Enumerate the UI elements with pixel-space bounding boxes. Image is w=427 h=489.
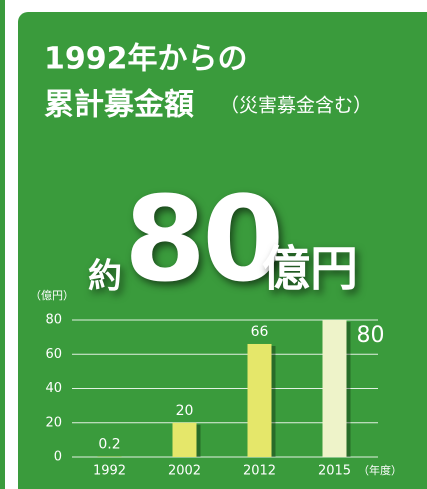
bar <box>172 422 197 457</box>
value-label: 0.2 <box>98 437 120 453</box>
x-tick-label: 1992 <box>93 464 126 479</box>
bar <box>322 320 347 457</box>
x-tick-label: 2002 <box>168 464 201 479</box>
y-tick-label: 0 <box>54 450 62 465</box>
x-tick-label: 2015 <box>318 464 351 479</box>
title: 1992年からの <box>44 42 248 77</box>
bar <box>247 343 272 457</box>
headline-unit: 億円 <box>262 241 358 297</box>
y-tick-label: 80 <box>45 313 62 328</box>
side-strip <box>0 0 5 489</box>
y-tick-label: 40 <box>45 381 62 396</box>
subtitle: 累計募金額 <box>44 88 194 123</box>
y-axis-label: （億円） <box>30 289 74 302</box>
headline-prefix: 約 <box>88 257 122 297</box>
headline-amount: 80 <box>124 170 280 308</box>
value-label: 20 <box>176 403 194 419</box>
value-label: 80 <box>357 323 385 348</box>
value-label: 66 <box>251 324 269 340</box>
y-tick-label: 20 <box>45 415 62 430</box>
y-tick-label: 60 <box>45 347 62 362</box>
x-tick-label: 2012 <box>243 464 276 479</box>
subtitle-note: （災害募金含む） <box>220 95 372 117</box>
x-axis-label: （年度） <box>358 463 402 477</box>
